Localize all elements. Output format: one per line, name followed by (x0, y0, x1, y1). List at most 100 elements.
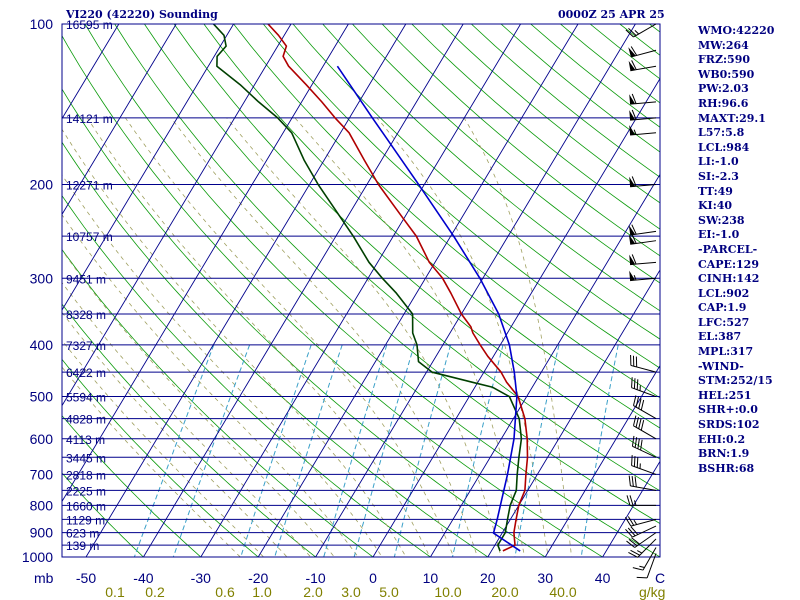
index-item: SW:238 (698, 213, 745, 227)
height-label: 5594 m (66, 391, 106, 405)
mixing-ratio-label: 5.0 (379, 584, 399, 600)
pressure-unit-label: mb (34, 570, 54, 586)
mixing-ratio-line (133, 344, 215, 557)
index-item: MPL:317 (698, 345, 754, 359)
wind-barb (625, 525, 657, 538)
pressure-tick-label: 200 (30, 176, 54, 192)
isotherm (0, 24, 61, 568)
wind-barb (629, 93, 657, 105)
isotherm (85, 24, 407, 557)
dry-adiabat (62, 35, 604, 557)
isotherm (544, 364, 660, 557)
pressure-tick-label: 1000 (22, 549, 53, 565)
dry-adiabat (233, 24, 660, 399)
moist-adiabat (463, 117, 573, 557)
moist-adiabat (294, 117, 526, 557)
dry-adiabat (62, 248, 374, 557)
pressure-tick-label: 800 (30, 497, 54, 513)
height-label: 7327 m (66, 339, 106, 353)
index-item: CAPE:129 (698, 257, 759, 271)
dry-adiabat (84, 24, 660, 557)
dry-adiabat (262, 24, 660, 369)
wind-barb (632, 395, 657, 420)
mixing-ratio-line (274, 344, 343, 557)
height-label: 2225 m (66, 484, 106, 498)
wind-barb (626, 495, 656, 506)
wind-barb (625, 23, 657, 38)
index-item: SI:-2.3 (698, 169, 739, 183)
mixing-ratio-label: 0.2 (145, 584, 165, 600)
wind-barb (631, 377, 657, 398)
isotherm (487, 269, 660, 557)
pressure-tick-label: 900 (30, 525, 54, 541)
height-label: 623 m (66, 527, 99, 541)
height-label: 4828 m (66, 413, 106, 427)
temperature-unit-label: C (655, 570, 665, 586)
temperature-tick-label: 0 (369, 570, 377, 586)
index-item: LFC:527 (698, 315, 750, 329)
pressure-tick-label: 400 (30, 337, 54, 353)
isotherm (429, 173, 660, 557)
wind-barb (628, 60, 657, 72)
index-item: WMO:42220 (698, 24, 775, 37)
isotherm (602, 460, 660, 557)
mixing-ratio-label: 3.0 (341, 584, 361, 600)
mixing-ratio-line (580, 344, 619, 557)
dry-adiabat (144, 24, 660, 492)
pressure-tick-label: 100 (30, 16, 54, 32)
mixing-ratio-line (451, 344, 504, 557)
height-label: 9451 m (66, 272, 106, 286)
dry-adiabat (62, 88, 546, 557)
station-title: VI220 (42220) Sounding (66, 8, 218, 21)
index-item: BSHR:68 (698, 461, 755, 475)
dry-adiabat (62, 194, 432, 557)
height-label: 1129 m (66, 513, 105, 527)
isotherm (62, 24, 120, 120)
isotherm (62, 24, 177, 216)
wind-barb (632, 547, 657, 571)
mixing-ratio-label: 2.0 (303, 584, 323, 600)
index-item: KI:40 (698, 199, 733, 213)
height-label: 4113 m (66, 433, 105, 447)
height-label: 1660 m (66, 499, 106, 513)
isotherm (200, 24, 521, 557)
wind-barb (636, 553, 657, 579)
time-title: 0000Z 25 APR 25 (558, 8, 665, 21)
index-item: LCL:902 (698, 286, 750, 300)
height-label: 16595 m (66, 18, 113, 32)
isotherm (62, 24, 349, 503)
index-item: FRZ:590 (698, 53, 751, 67)
dry-adiabat (322, 24, 660, 312)
height-label: 3445 m (66, 451, 106, 465)
temperature-tick-label: 20 (480, 570, 496, 586)
dry-adiabat (62, 472, 144, 557)
index-item: CINH:142 (698, 272, 760, 286)
wind-barb (628, 224, 657, 236)
index-item: LCL:984 (698, 140, 750, 154)
index-item: -PARCEL- (698, 242, 758, 256)
wind-barb (628, 475, 657, 491)
mixing-ratio-line (323, 344, 388, 557)
dry-adiabat (352, 24, 660, 284)
wind-barb (632, 415, 657, 440)
isotherm (0, 24, 4, 568)
mixing-ratio-line (514, 344, 560, 557)
height-label: 14121 m (66, 112, 113, 126)
index-item: MW:264 (698, 38, 749, 52)
height-label: 8328 m (66, 308, 106, 322)
dry-adiabat (292, 24, 660, 340)
isotherm (315, 24, 636, 557)
moist-adiabat (62, 214, 359, 557)
dewpoint-profile (212, 24, 523, 552)
index-item: BRN:1.9 (698, 447, 750, 461)
isotherm (62, 24, 234, 311)
mixing-ratio-label: 40.0 (549, 584, 576, 600)
index-item: STM:252/15 (698, 374, 773, 388)
height-label: 10757 m (66, 230, 113, 244)
height-label: 2818 m (66, 468, 106, 482)
index-item: PW:2.03 (698, 82, 749, 96)
index-item: MAXT:29.1 (698, 111, 766, 125)
wind-barb (629, 254, 657, 266)
pressure-tick-label: 300 (30, 270, 54, 286)
